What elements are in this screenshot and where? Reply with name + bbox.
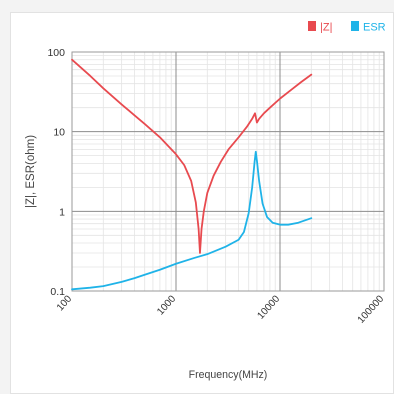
- legend-label-esr: ESR: [363, 22, 386, 34]
- x-tick-label: 10000: [255, 293, 282, 321]
- major-grid: [72, 52, 384, 291]
- series-layer: [71, 58, 313, 291]
- y-tick-label: 1: [59, 206, 65, 218]
- x-tick-labels: 100 1000 10000 100000: [55, 293, 387, 325]
- x-tick-label: 1000: [155, 293, 178, 317]
- series-line-esr: [71, 150, 313, 291]
- legend-swatch-esr: [351, 21, 359, 31]
- legend-swatch-impedance: [308, 21, 316, 31]
- series-line-impedance: [71, 58, 313, 254]
- plot-frame: [71, 51, 385, 292]
- legend: |Z| ESR: [308, 21, 386, 34]
- y-axis-label: |Z|, ESR(ohm): [25, 135, 37, 208]
- y-tick-label: 10: [53, 127, 65, 139]
- minor-grid: [72, 52, 384, 291]
- x-axis-label: Frequency(MHz): [189, 369, 268, 381]
- y-tick-label: 100: [47, 47, 65, 59]
- legend-label-impedance: |Z|: [320, 22, 332, 34]
- x-tick-label: 100000: [356, 293, 387, 325]
- y-tick-label: 0.1: [50, 286, 65, 298]
- y-tick-labels: 0.1 1 10 100: [47, 47, 65, 298]
